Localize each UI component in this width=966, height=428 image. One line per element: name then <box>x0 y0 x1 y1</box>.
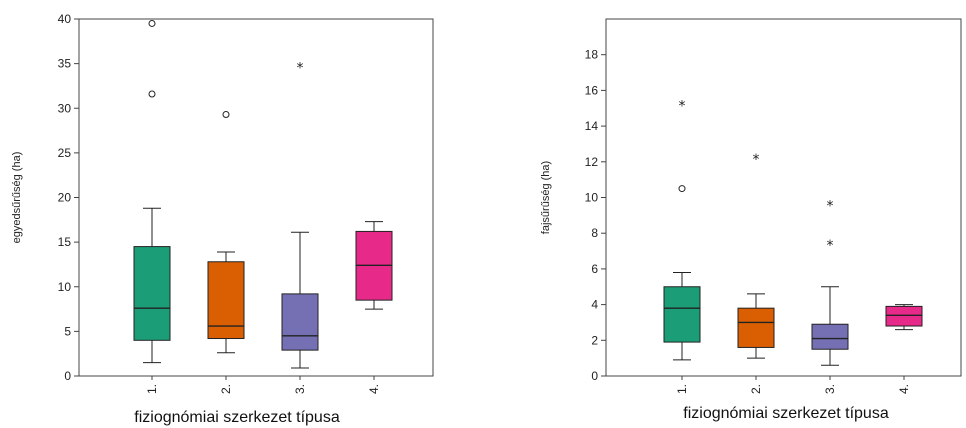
outlier-point <box>678 185 686 193</box>
y-tick-label: 0 <box>591 369 598 383</box>
y-tick-label: 15 <box>58 235 72 249</box>
x-tick-label: 4. <box>367 384 381 394</box>
boxplot-fajsuruseg: 0 2 4 6 8 10 12 14 16 18 fajsűrűség (ha) fiziognómi… <box>540 18 962 422</box>
chart-fajsuruseg: 0 2 4 6 8 10 12 14 16 18 fajsűrűség (ha) fiziognómi… <box>483 0 966 428</box>
box-group-3: ** <box>811 199 849 366</box>
x-tick-label: 2. <box>749 384 763 394</box>
extreme-point: * <box>753 152 760 168</box>
y-tick-label: 35 <box>58 57 72 71</box>
box-iqr <box>811 323 849 350</box>
y-tick-label: 20 <box>58 191 72 205</box>
y-tick-label: 8 <box>591 226 598 240</box>
y-tick-label: 16 <box>585 83 599 97</box>
x-tick-label: 3. <box>823 384 837 394</box>
y-tick-label: 10 <box>58 280 72 294</box>
box-group-2: * <box>737 152 775 359</box>
y-tick-label: 4 <box>591 298 598 312</box>
x-axis-label: fiziognómiai szerkezet típusa <box>683 405 889 422</box>
box-group-1 <box>133 19 171 364</box>
chart-egyedsuruseg: 0 5 10 15 20 25 30 35 40 egyedsűrűség (ha) fiziogn… <box>11 12 434 426</box>
y-tick-label: 14 <box>585 119 599 133</box>
x-tick-label: 3. <box>293 384 307 394</box>
box-iqr <box>281 293 319 351</box>
y-tick-label: 10 <box>585 191 599 205</box>
y-tick-label: 30 <box>58 101 72 115</box>
x-axis-label: fiziognómiai szerkezet típusa <box>134 409 340 426</box>
box-group-4 <box>355 221 393 310</box>
y-tick-label: 5 <box>64 324 71 338</box>
box-iqr <box>207 261 245 340</box>
x-tick-label: 1. <box>145 384 159 394</box>
extreme-point: * <box>827 238 834 254</box>
x-tick-label: 1. <box>675 384 689 394</box>
outlier-point <box>148 19 156 27</box>
box-group-3: * <box>281 60 319 369</box>
y-tick-label: 18 <box>585 48 599 62</box>
y-axis-label: fajsűrűség (ha) <box>540 161 552 234</box>
box-iqr <box>663 286 701 343</box>
plot-frame <box>78 18 434 377</box>
y-tick-label: 6 <box>591 262 598 276</box>
box-group-1: * <box>663 99 701 361</box>
y-tick-label: 12 <box>585 155 599 169</box>
y-tick-label: 25 <box>58 146 72 160</box>
extreme-point: * <box>679 99 686 115</box>
box-group-2 <box>207 110 245 354</box>
extreme-point: * <box>297 60 304 76</box>
y-tick-label: 40 <box>58 12 72 26</box>
boxplot-egyedsuruseg: 0 5 10 15 20 25 30 35 40 egyedsűrűség (ha) fiziogn… <box>11 12 434 426</box>
y-tick-label: 2 <box>591 333 598 347</box>
box-iqr <box>885 305 923 327</box>
x-tick-label: 4. <box>897 384 911 394</box>
extreme-point: * <box>827 199 834 215</box>
y-axis-label: egyedsűrűség (ha) <box>11 152 23 244</box>
outlier-point <box>222 110 230 118</box>
box-group-4 <box>885 304 923 331</box>
box-iqr <box>133 246 171 341</box>
x-tick-label: 2. <box>219 384 233 394</box>
outlier-point <box>148 90 156 98</box>
y-tick-label: 0 <box>64 369 71 383</box>
box-iqr <box>737 307 775 348</box>
